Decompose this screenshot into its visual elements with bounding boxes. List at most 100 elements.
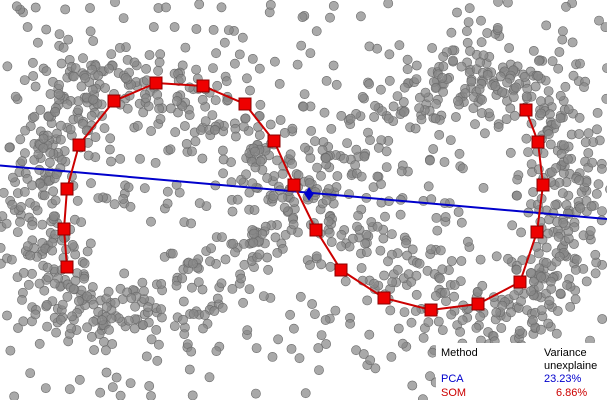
data-point (139, 286, 149, 296)
data-point (212, 80, 223, 91)
data-point (574, 112, 585, 123)
data-point (452, 96, 463, 106)
som-node (60, 182, 74, 196)
data-point (446, 256, 457, 266)
data-point (491, 307, 502, 318)
data-point (76, 81, 87, 92)
data-point (210, 95, 221, 106)
data-point (511, 264, 522, 275)
data-point (53, 89, 64, 99)
data-point (583, 128, 594, 139)
data-point (88, 299, 99, 310)
data-point (384, 49, 395, 60)
data-point (161, 2, 171, 13)
data-point (86, 111, 97, 121)
data-point (191, 64, 201, 75)
data-point (300, 388, 311, 399)
data-point (216, 278, 227, 289)
data-point (457, 315, 468, 326)
data-point (383, 113, 394, 124)
data-point (502, 77, 512, 88)
data-point (105, 144, 115, 155)
data-point (507, 220, 518, 231)
som-node (530, 225, 544, 239)
data-point (153, 339, 164, 350)
data-point (516, 296, 526, 306)
data-point (336, 111, 347, 121)
data-point (38, 133, 49, 144)
data-point (506, 307, 516, 318)
data-point (509, 290, 520, 300)
data-point (18, 316, 29, 327)
data-point (495, 71, 506, 82)
data-point (407, 380, 418, 391)
data-point (107, 339, 118, 349)
data-point (268, 190, 279, 201)
data-point (217, 232, 227, 242)
data-point (550, 200, 561, 210)
data-point (456, 217, 467, 228)
data-point (209, 125, 220, 135)
data-point (424, 155, 435, 166)
data-point (570, 264, 581, 275)
data-point (545, 276, 556, 287)
data-point (339, 153, 349, 164)
data-point (567, 37, 578, 48)
data-point (351, 345, 361, 356)
data-point (324, 227, 335, 238)
data-point (393, 323, 404, 334)
data-point (126, 293, 137, 303)
data-point (244, 284, 255, 294)
data-point (186, 218, 196, 229)
data-point (13, 323, 23, 333)
data-point (130, 301, 140, 312)
data-point (205, 256, 215, 267)
data-point (72, 195, 83, 206)
data-point (544, 295, 555, 306)
data-point (496, 323, 507, 333)
data-point (325, 261, 336, 272)
data-point (141, 64, 151, 74)
data-point (93, 306, 104, 317)
data-point (115, 153, 126, 164)
data-point (25, 250, 36, 261)
data-point (375, 245, 386, 256)
data-point (97, 315, 107, 326)
data-point (152, 355, 163, 366)
data-point (491, 251, 502, 262)
data-point (565, 301, 576, 312)
data-point (9, 391, 20, 400)
data-point (12, 227, 23, 237)
som-node (309, 223, 323, 237)
data-point (477, 280, 488, 291)
data-point (110, 297, 121, 308)
data-point (254, 63, 265, 74)
data-point (350, 160, 361, 170)
data-point (504, 43, 514, 53)
data-point (530, 81, 541, 92)
data-point (304, 178, 315, 188)
data-point (101, 301, 112, 312)
data-point (43, 272, 54, 283)
data-point (144, 50, 155, 60)
data-point (64, 384, 75, 395)
som-node (149, 76, 163, 90)
data-point (27, 268, 37, 279)
data-point (406, 317, 417, 328)
data-point (272, 155, 282, 166)
data-point (425, 371, 435, 382)
data-point (156, 278, 167, 289)
data-point (60, 4, 71, 15)
data-point (445, 135, 456, 145)
data-point (370, 100, 380, 111)
data-point (492, 22, 503, 33)
data-point (541, 257, 552, 268)
data-point (106, 156, 116, 167)
data-point (39, 190, 50, 201)
data-point (95, 387, 106, 398)
data-point (169, 22, 180, 32)
data-point (87, 282, 98, 292)
data-point (242, 325, 253, 336)
data-point (238, 297, 248, 308)
data-point (319, 107, 330, 118)
